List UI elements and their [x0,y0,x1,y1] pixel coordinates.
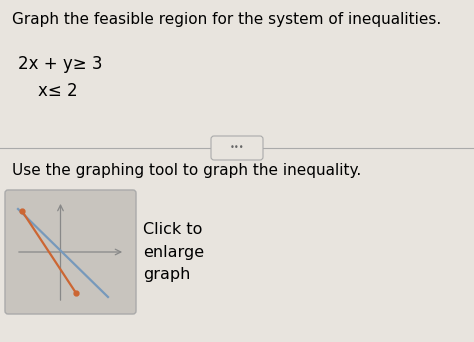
Text: 2x + y≥ 3: 2x + y≥ 3 [18,55,102,73]
FancyBboxPatch shape [211,136,263,160]
Text: graph: graph [143,266,191,281]
Text: enlarge: enlarge [143,245,204,260]
Text: x≤ 2: x≤ 2 [38,82,78,100]
Text: Use the graphing tool to graph the inequality.: Use the graphing tool to graph the inequ… [12,163,361,178]
Text: •••: ••• [230,144,244,153]
Text: Graph the feasible region for the system of inequalities.: Graph the feasible region for the system… [12,12,441,27]
FancyBboxPatch shape [5,190,136,314]
Text: Click to: Click to [143,223,202,237]
